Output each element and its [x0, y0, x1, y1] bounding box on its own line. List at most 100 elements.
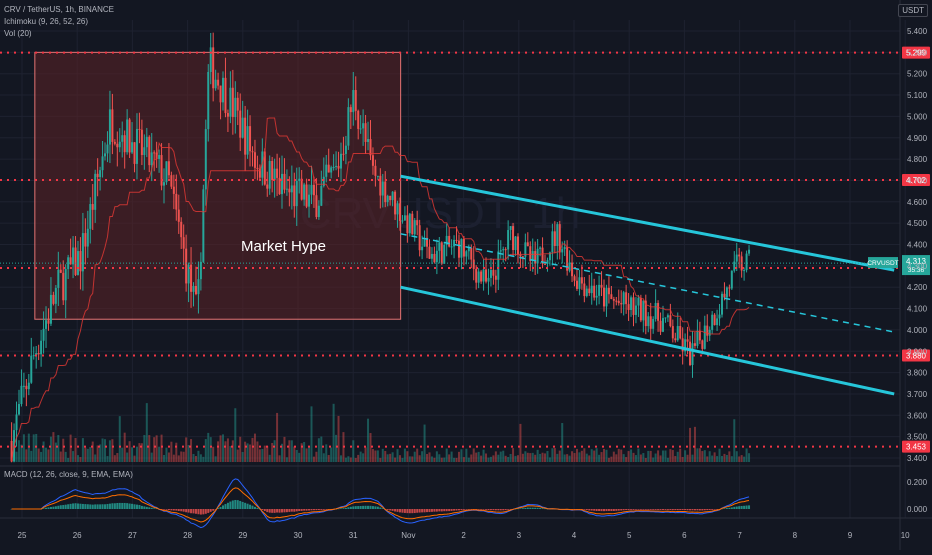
- candle-body: [25, 385, 28, 390]
- candle-body: [708, 329, 711, 336]
- volume-bar: [37, 448, 40, 462]
- volume-bar: [89, 447, 92, 462]
- candle-body: [148, 136, 151, 166]
- candle-body: [725, 287, 728, 298]
- volume-bar: [548, 457, 551, 462]
- candle-body: [273, 168, 276, 181]
- candle-body: [664, 317, 667, 319]
- macd-histogram-bar: [413, 509, 416, 514]
- macd-histogram-bar: [728, 507, 731, 509]
- macd-histogram-bar: [595, 509, 598, 512]
- candle-body: [143, 147, 146, 155]
- candle-body: [743, 270, 746, 272]
- volume-bar: [544, 453, 547, 462]
- macd-histogram-bar: [187, 509, 190, 513]
- ichimoku-legend[interactable]: Ichimoku (9, 26, 52, 26): [4, 17, 89, 26]
- macd-histogram-bar: [708, 509, 711, 511]
- macd-histogram-bar: [541, 508, 544, 509]
- volume-bar: [438, 454, 441, 462]
- macd-histogram-bar: [49, 506, 52, 509]
- candle-body: [536, 248, 539, 264]
- macd-histogram-bar: [470, 509, 473, 510]
- macd-histogram-bar: [160, 509, 163, 510]
- candle-body: [182, 237, 185, 249]
- volume-bar: [497, 454, 500, 462]
- volume-bar: [17, 440, 20, 462]
- macd-histogram-bar: [389, 509, 392, 511]
- volume-bar: [335, 434, 338, 462]
- macd-histogram-bar: [472, 509, 475, 510]
- candle-body: [226, 113, 229, 117]
- time-tick-label: 28: [183, 531, 192, 540]
- macd-histogram-bar: [526, 507, 529, 509]
- volume-bar: [575, 448, 578, 462]
- volume-bar: [403, 448, 406, 462]
- volume-bar: [620, 449, 623, 462]
- volume-bar: [686, 454, 689, 462]
- candle-body: [676, 326, 679, 341]
- macd-histogram-bar: [359, 506, 362, 509]
- macd-histogram-bar: [462, 509, 465, 510]
- macd-histogram-bar: [283, 509, 286, 513]
- volume-legend[interactable]: Vol (20): [4, 29, 32, 38]
- macd-histogram-bar: [639, 509, 642, 510]
- candle-body: [622, 292, 625, 305]
- volume-bar: [352, 440, 355, 462]
- volume-bar: [72, 451, 75, 462]
- macd-histogram-bar: [435, 509, 438, 512]
- candle-body: [462, 238, 465, 257]
- channel-mid-line: [400, 233, 895, 333]
- volume-bar: [666, 457, 669, 462]
- macd-histogram-bar: [180, 509, 183, 512]
- macd-histogram-bar: [217, 508, 220, 509]
- macd-histogram-bar: [418, 509, 421, 513]
- macd-histogram-bar: [315, 509, 318, 511]
- time-tick-label: 7: [737, 531, 742, 540]
- volume-bar: [315, 451, 318, 462]
- volume-bar: [30, 450, 33, 462]
- volume-bar: [716, 456, 719, 462]
- macd-legend[interactable]: MACD (12, 26, close, 9, EMA, EMA): [4, 470, 133, 479]
- symbol-legend[interactable]: CRV / TetherUS, 1h, BINANCE: [4, 5, 114, 14]
- macd-histogram-bar: [271, 509, 274, 513]
- candle-body: [593, 285, 596, 298]
- candle-body: [79, 251, 82, 272]
- macd-histogram-bar: [487, 509, 490, 511]
- macd-histogram-bar: [676, 509, 679, 511]
- macd-histogram-bar: [531, 507, 534, 509]
- macd-histogram-bar: [583, 509, 586, 510]
- volume-bar: [634, 455, 637, 462]
- currency-label[interactable]: USDT: [898, 4, 928, 17]
- macd-histogram-bar: [246, 503, 249, 509]
- candle-body: [647, 316, 650, 327]
- volume-bar: [524, 451, 527, 462]
- candle-body: [563, 247, 566, 250]
- candle-body: [573, 276, 576, 281]
- volume-bar: [84, 447, 87, 462]
- volume-bar: [207, 432, 210, 462]
- macd-histogram-bar: [627, 509, 630, 510]
- macd-histogram-bar: [155, 508, 158, 510]
- candle-body: [40, 340, 43, 355]
- macd-histogram-bar: [457, 509, 460, 511]
- price-tick-label: 5.300: [907, 48, 928, 57]
- macd-histogram-bar: [499, 509, 502, 511]
- candle-body: [45, 320, 48, 329]
- candle-body: [487, 277, 490, 282]
- macd-histogram-bar: [305, 509, 308, 511]
- volume-bar: [676, 451, 679, 462]
- candle-body: [231, 87, 234, 118]
- volume-bar: [627, 451, 630, 462]
- volume-bar: [625, 457, 628, 462]
- time-tick-label: 29: [238, 531, 247, 540]
- macd-histogram-bar: [524, 507, 527, 509]
- candle-body: [438, 242, 441, 251]
- macd-histogram-bar: [711, 509, 714, 510]
- candle-body: [416, 220, 419, 226]
- volume-bar: [143, 435, 146, 462]
- candle-body: [477, 271, 480, 283]
- volume-bar: [396, 449, 399, 462]
